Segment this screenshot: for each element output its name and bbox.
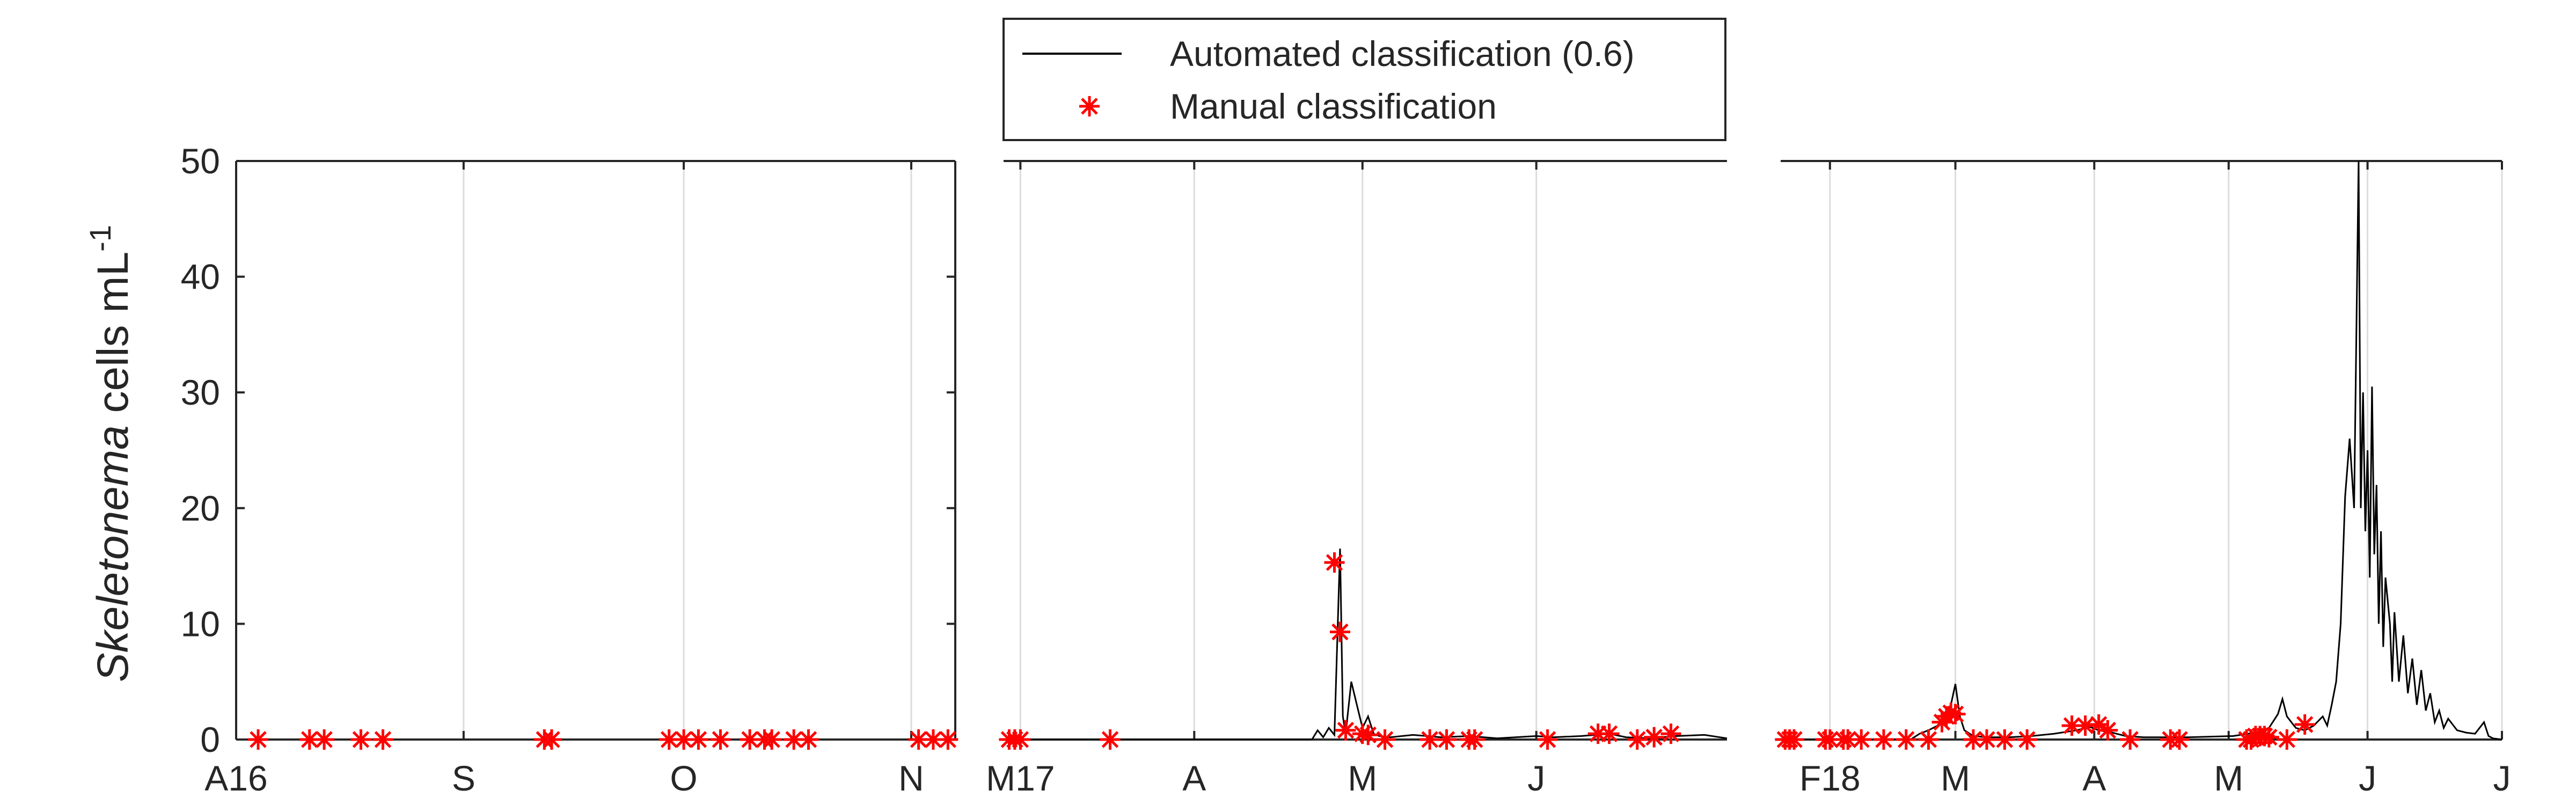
manual-point (1896, 729, 1916, 750)
manual-point (1661, 723, 1681, 744)
y-axis-exponent: -1 (83, 225, 117, 252)
x-tick-label: A (2082, 758, 2106, 798)
manual-point (1994, 729, 2015, 750)
legend: Automated classification (0.6) Manual cl… (1002, 18, 1726, 141)
manual-point (2169, 729, 2190, 750)
y-tick-label: 40 (181, 257, 220, 297)
manual-point (1375, 729, 1395, 750)
manual-point (1100, 729, 1121, 750)
x-tick-label: S (452, 758, 475, 798)
manual-point (1358, 724, 1378, 745)
manual-point (350, 729, 371, 750)
panel-1: 0 10 20 30 40 50 A16 S O N (181, 141, 958, 798)
x-tick-label: F18 (1799, 758, 1861, 798)
manual-point (2120, 729, 2140, 750)
x-tick-label: A16 (204, 758, 267, 798)
x-tick-label: J (2493, 758, 2511, 798)
x-tick-label: J (2359, 758, 2376, 798)
panel-2: M17 A M J (986, 160, 1728, 798)
manual-point (1010, 729, 1030, 750)
manual-point (1538, 729, 1558, 750)
manual-point (762, 729, 782, 750)
manual-point (1324, 552, 1345, 573)
manual-point (1784, 729, 1804, 750)
manual-point (2277, 729, 2297, 750)
manual-point (688, 729, 708, 750)
manual-point (1335, 720, 1356, 741)
x-tick-label: M17 (986, 758, 1055, 798)
x-tick-label: M (1348, 758, 1377, 798)
manual-point (314, 729, 334, 750)
manual-point (1599, 723, 1620, 744)
automated-series-line (1781, 160, 2502, 741)
manual-point (541, 729, 562, 750)
y-tick-label: 10 (181, 604, 220, 643)
manual-point (1465, 729, 1485, 750)
manual-point (1851, 729, 1871, 750)
legend-asterisk-swatch (1079, 96, 1100, 116)
manual-point (1330, 621, 1350, 642)
manual-point (2097, 720, 2118, 741)
manual-point (2295, 714, 2315, 735)
manual-point (1644, 727, 1664, 748)
y-tick-label: 20 (181, 488, 220, 528)
manual-point (1918, 729, 1938, 750)
manual-point (372, 729, 393, 750)
y-axis-species: Skeletonema (89, 425, 137, 682)
x-tick-label: O (670, 758, 697, 798)
y-axis-unit: cells mL (89, 252, 137, 426)
x-tick-label: J (1527, 758, 1545, 798)
manual-point (1874, 729, 1894, 750)
y-tick-label: 30 (181, 372, 220, 412)
legend-label-automated: Automated classification (0.6) (1170, 34, 1635, 74)
x-tick-label: N (898, 758, 924, 798)
y-tick-label: 0 (200, 720, 220, 759)
manual-point (2017, 729, 2037, 750)
panel-3: F18 M A M J J (1775, 160, 2511, 798)
manual-point (2259, 727, 2279, 748)
manual-point (938, 729, 958, 750)
manual-point (1945, 704, 1966, 724)
legend-label-manual: Manual classification (1170, 86, 1497, 126)
legend-box (1002, 18, 1726, 141)
x-tick-label: A (1182, 758, 1206, 798)
plot-panels: 0 10 20 30 40 50 A16 S O N M17 A M J F18 M A M J J (181, 141, 2511, 798)
y-axis-label: Skeletonema cells mL-1 (83, 225, 137, 682)
manual-point (1437, 729, 1457, 750)
manual-point (1627, 729, 1648, 750)
automated-series-line (1004, 548, 1728, 741)
manual-point (799, 729, 819, 750)
manual-point (1977, 729, 1997, 750)
manual-point (248, 729, 268, 750)
x-tick-label: M (1941, 758, 1970, 798)
y-tick-label: 50 (181, 141, 220, 181)
manual-point (710, 729, 730, 750)
x-tick-label: M (2214, 758, 2243, 798)
